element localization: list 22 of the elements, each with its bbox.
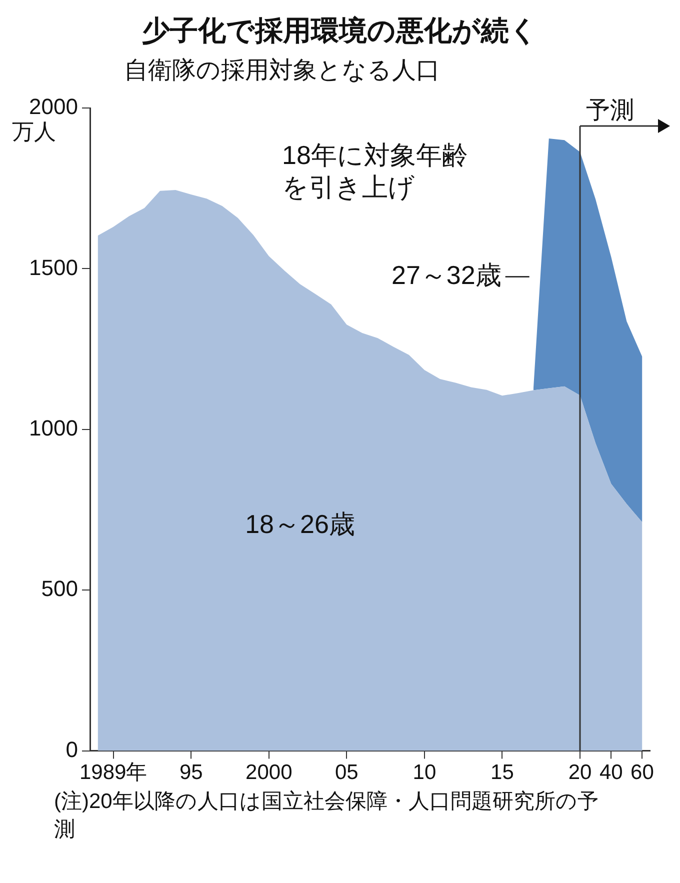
x-tick-label: 40 xyxy=(599,761,623,784)
y-tick-label: 1500 xyxy=(29,254,78,280)
ref-line-label: 予測 xyxy=(586,97,634,124)
x-tick-label: 2000 xyxy=(246,761,292,784)
series-label: 18～26歳 xyxy=(245,508,355,539)
y-axis-title: 万人 xyxy=(12,119,56,144)
y-tick-label: 500 xyxy=(41,576,78,602)
chart-title: 少子化で採用環境の悪化が続く xyxy=(141,14,539,48)
chart-subtitle: 自衛隊の採用対象となる人口 xyxy=(123,56,441,86)
x-tick-label: 1989年 xyxy=(79,761,148,784)
x-tick-label: 15 xyxy=(490,761,514,784)
y-tick-label: 1000 xyxy=(29,415,78,440)
x-tick-label: 20 xyxy=(568,761,592,784)
series-label: 27～32歳 xyxy=(391,260,502,290)
y-tick-label: 0 xyxy=(66,736,78,762)
x-tick-label: 05 xyxy=(334,761,358,784)
x-tick-label: 60 xyxy=(630,761,654,784)
text: (注)20年以降の人口は国立社会保障・人口問題研究所の予測 xyxy=(53,789,600,843)
y-tick-label: 2000 xyxy=(29,94,78,120)
annotation: 18年に対象年齢を引き上げ xyxy=(282,140,468,202)
x-tick-label: 10 xyxy=(412,761,436,784)
x-tick-label: 95 xyxy=(179,761,203,784)
